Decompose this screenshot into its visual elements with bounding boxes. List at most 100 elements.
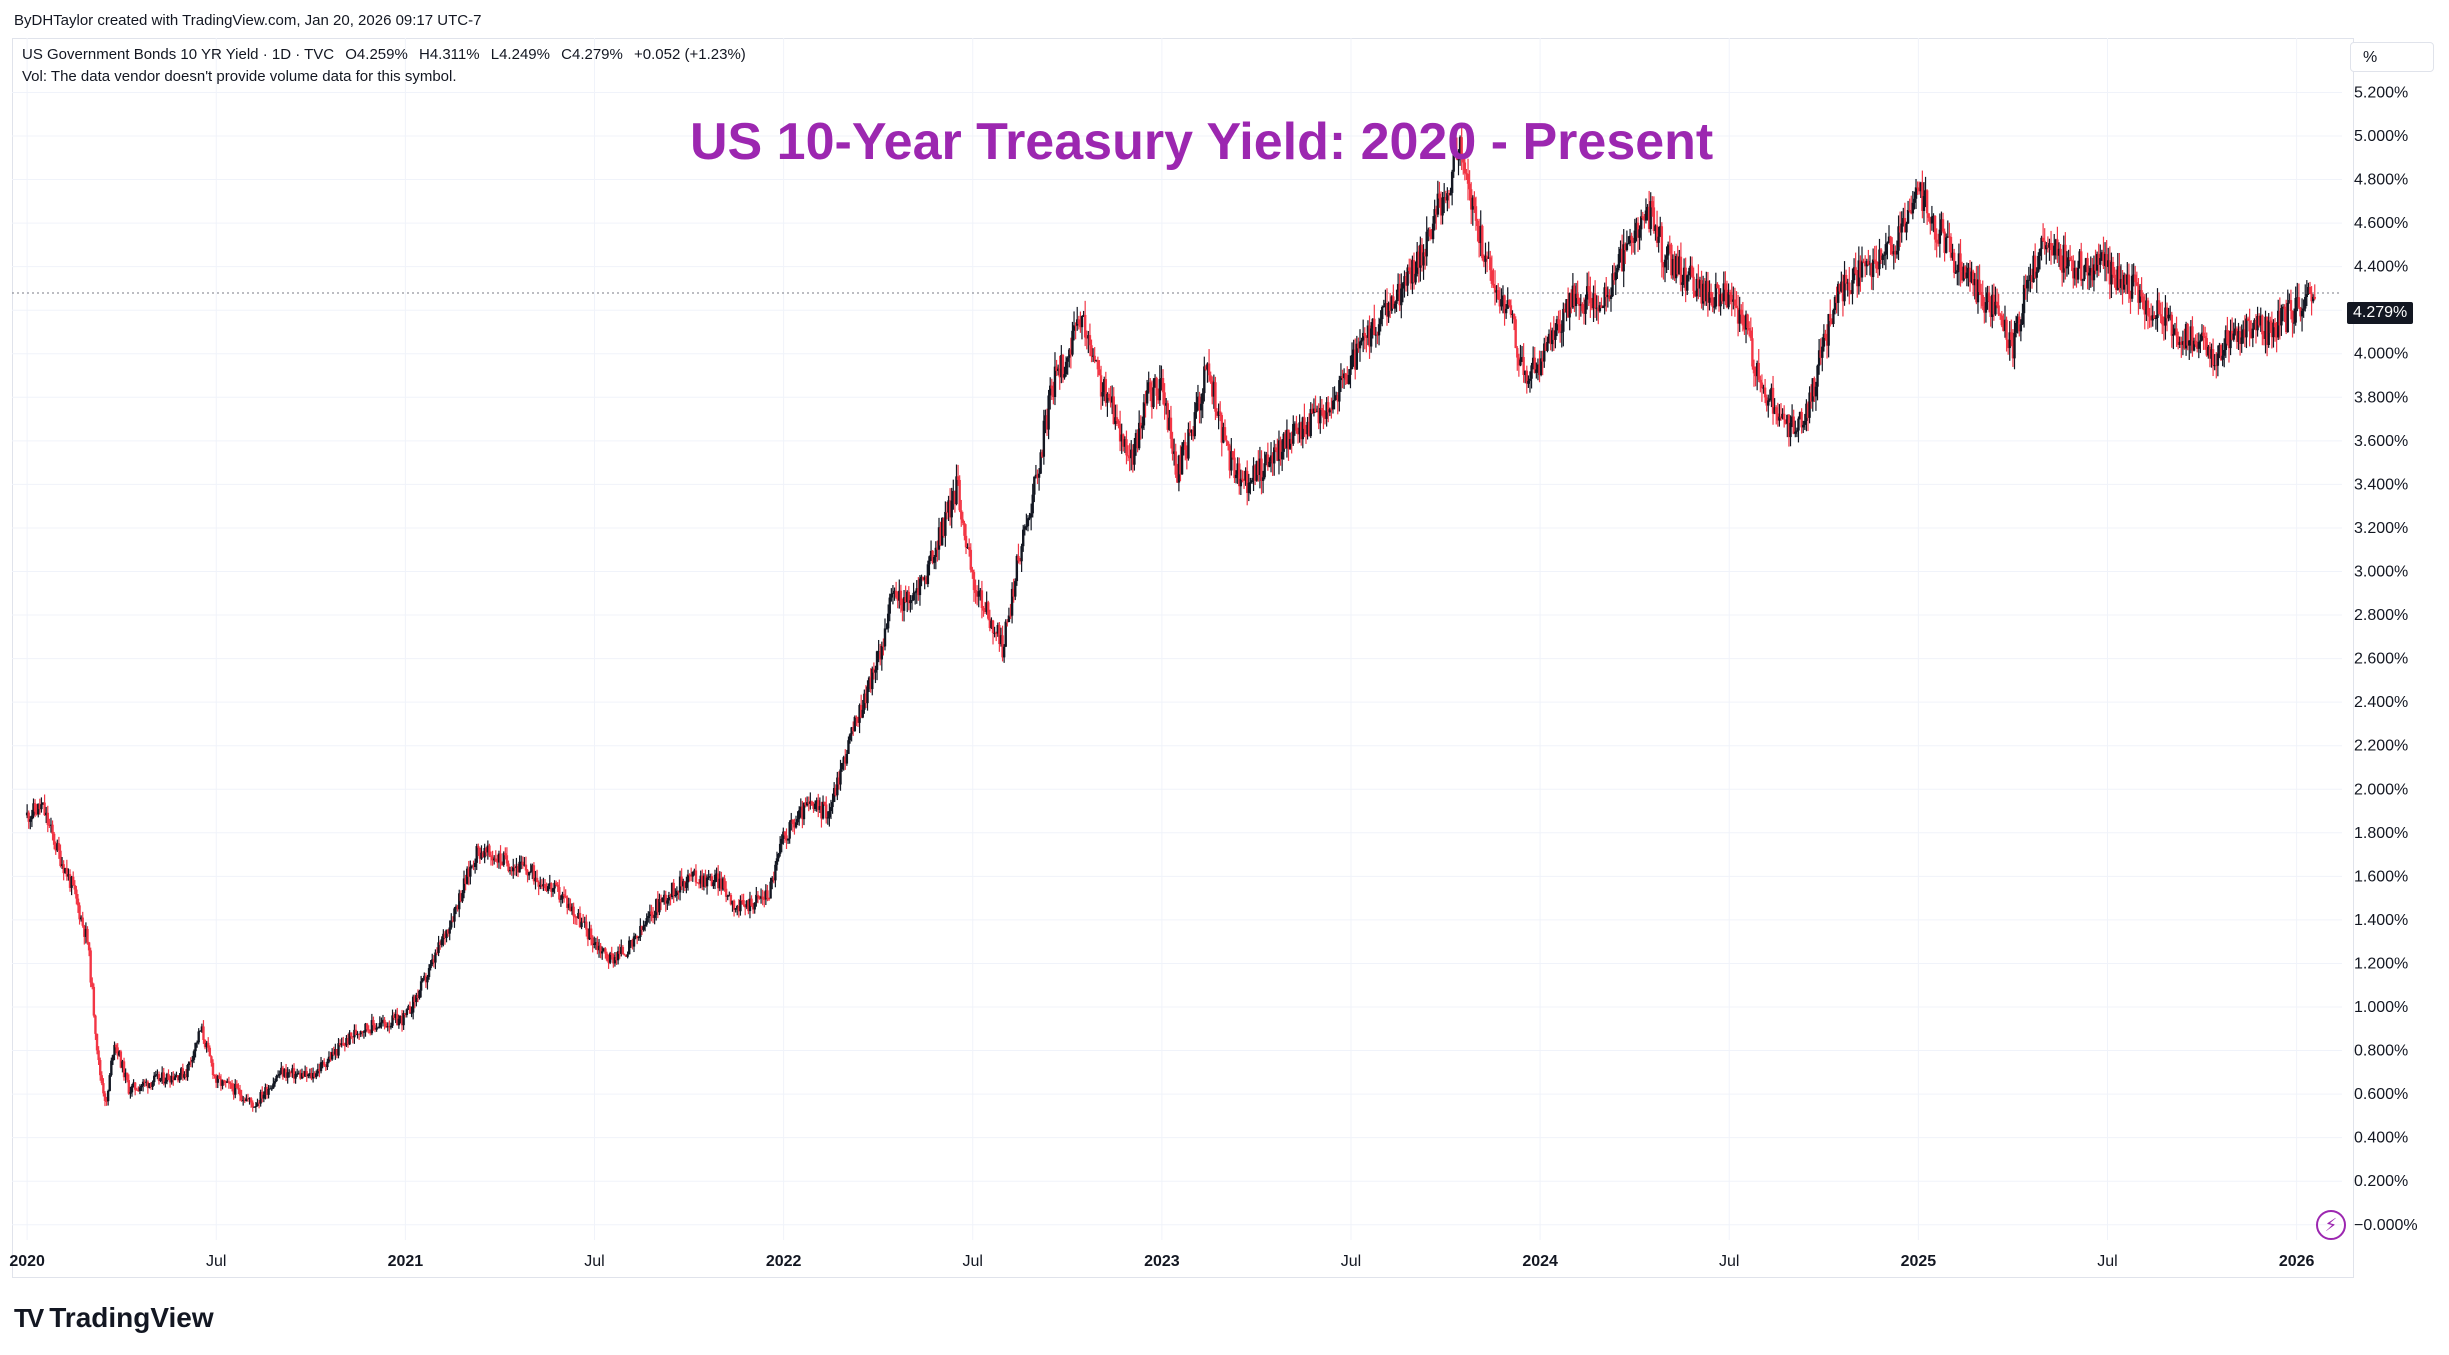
candle-body bbox=[1257, 460, 1260, 475]
candle-body bbox=[1539, 358, 1543, 375]
candle-body bbox=[1160, 378, 1163, 380]
candle-body bbox=[1187, 429, 1190, 459]
candle-body bbox=[218, 1076, 221, 1079]
price-unit-selector[interactable]: % bbox=[2350, 42, 2434, 72]
candle-body bbox=[1319, 407, 1322, 424]
candle-body bbox=[716, 873, 720, 889]
candle-body bbox=[159, 1078, 162, 1081]
candle-body bbox=[1533, 357, 1536, 373]
candle-body bbox=[1563, 308, 1567, 313]
candle-body bbox=[982, 608, 985, 611]
candle-body bbox=[872, 668, 876, 673]
candle-body bbox=[91, 982, 94, 987]
candle-body bbox=[1118, 423, 1122, 442]
candle-body bbox=[774, 864, 777, 881]
candle-body bbox=[384, 1023, 388, 1028]
candle-body bbox=[810, 801, 814, 806]
candle-body bbox=[2299, 307, 2302, 317]
candle-body bbox=[1463, 162, 1467, 174]
candle-body bbox=[1408, 267, 1411, 272]
candle-body bbox=[1168, 417, 1171, 430]
lightning-icon[interactable]: ⚡ bbox=[2316, 1210, 2346, 1240]
candle-body bbox=[114, 1044, 118, 1048]
candle-body bbox=[616, 951, 620, 961]
candle-body bbox=[37, 803, 40, 815]
candle-body bbox=[2300, 310, 2304, 317]
candle-body bbox=[1709, 291, 1713, 298]
candle-body bbox=[1392, 296, 1395, 309]
candle-body bbox=[1841, 281, 1845, 302]
candle-body bbox=[1071, 330, 1074, 355]
candle-body bbox=[902, 597, 906, 611]
candle-body bbox=[194, 1042, 197, 1052]
candle-body bbox=[909, 600, 912, 604]
candle-body bbox=[1106, 393, 1109, 403]
candle-body bbox=[1652, 207, 1656, 231]
candle-body bbox=[1512, 313, 1516, 320]
candle-body bbox=[1681, 282, 1684, 285]
candle-body bbox=[1233, 457, 1236, 479]
candle-body bbox=[343, 1045, 347, 1047]
candle-body bbox=[1023, 526, 1026, 530]
candle-body bbox=[1110, 396, 1114, 403]
candle-body bbox=[1589, 291, 1592, 304]
candle-body bbox=[1430, 236, 1433, 240]
candle-body bbox=[2172, 334, 2175, 336]
candle-body bbox=[1293, 423, 1297, 425]
candle-body bbox=[1303, 417, 1306, 429]
candle-body bbox=[1457, 159, 1460, 161]
candle-body bbox=[899, 590, 903, 606]
candle-body bbox=[1484, 255, 1487, 262]
candle-body bbox=[400, 1016, 404, 1026]
candle-body bbox=[1069, 349, 1073, 355]
candle-body bbox=[1697, 278, 1700, 289]
candle-body bbox=[945, 511, 949, 513]
candle-body bbox=[910, 600, 914, 602]
candle-body bbox=[1489, 257, 1492, 271]
price-tick-label: 2.400% bbox=[2354, 694, 2408, 711]
candle-body bbox=[1689, 265, 1692, 272]
candle-body bbox=[361, 1031, 364, 1033]
candle-body bbox=[720, 878, 723, 890]
candle-body bbox=[1376, 334, 1379, 336]
candle-body bbox=[1090, 345, 1093, 357]
candle-body bbox=[396, 1013, 399, 1026]
candle-body bbox=[894, 590, 898, 598]
candle-body bbox=[950, 500, 953, 518]
tradingview-brand[interactable]: TV TradingView bbox=[14, 1302, 214, 1334]
candle-body bbox=[2021, 313, 2024, 325]
candle-body bbox=[1827, 314, 1830, 346]
candle-body bbox=[1614, 272, 1617, 281]
candle-body bbox=[1155, 378, 1158, 396]
candle-body bbox=[775, 858, 779, 865]
candle-body bbox=[1546, 341, 1549, 351]
candle-body bbox=[451, 920, 455, 922]
candle-body bbox=[593, 943, 596, 945]
candle-body bbox=[1898, 226, 1902, 233]
candle-body bbox=[1516, 348, 1519, 358]
candle-body bbox=[504, 853, 507, 856]
candle-body bbox=[1420, 244, 1424, 266]
candle-body bbox=[1902, 218, 1905, 224]
candle-body bbox=[1401, 283, 1405, 289]
candle-body bbox=[1225, 440, 1228, 442]
candle-body bbox=[1638, 229, 1641, 238]
candle-body bbox=[264, 1087, 267, 1095]
candle-body bbox=[1087, 335, 1090, 339]
candle-body bbox=[678, 876, 682, 893]
candle-body bbox=[1336, 395, 1339, 402]
candle-body bbox=[1590, 303, 1594, 309]
candle-body bbox=[1655, 225, 1659, 243]
candle-body bbox=[294, 1073, 297, 1079]
candle-body bbox=[879, 651, 882, 660]
candle-body bbox=[207, 1042, 210, 1048]
candle-body bbox=[866, 686, 869, 704]
candle-body bbox=[1172, 451, 1176, 454]
candle-body bbox=[855, 716, 858, 718]
candle-body bbox=[953, 491, 957, 505]
candle-body bbox=[40, 804, 43, 810]
candle-body bbox=[380, 1022, 383, 1024]
legend-symbol[interactable]: US Government Bonds 10 YR Yield · 1D · T… bbox=[22, 46, 335, 63]
candle-body bbox=[1269, 455, 1273, 462]
